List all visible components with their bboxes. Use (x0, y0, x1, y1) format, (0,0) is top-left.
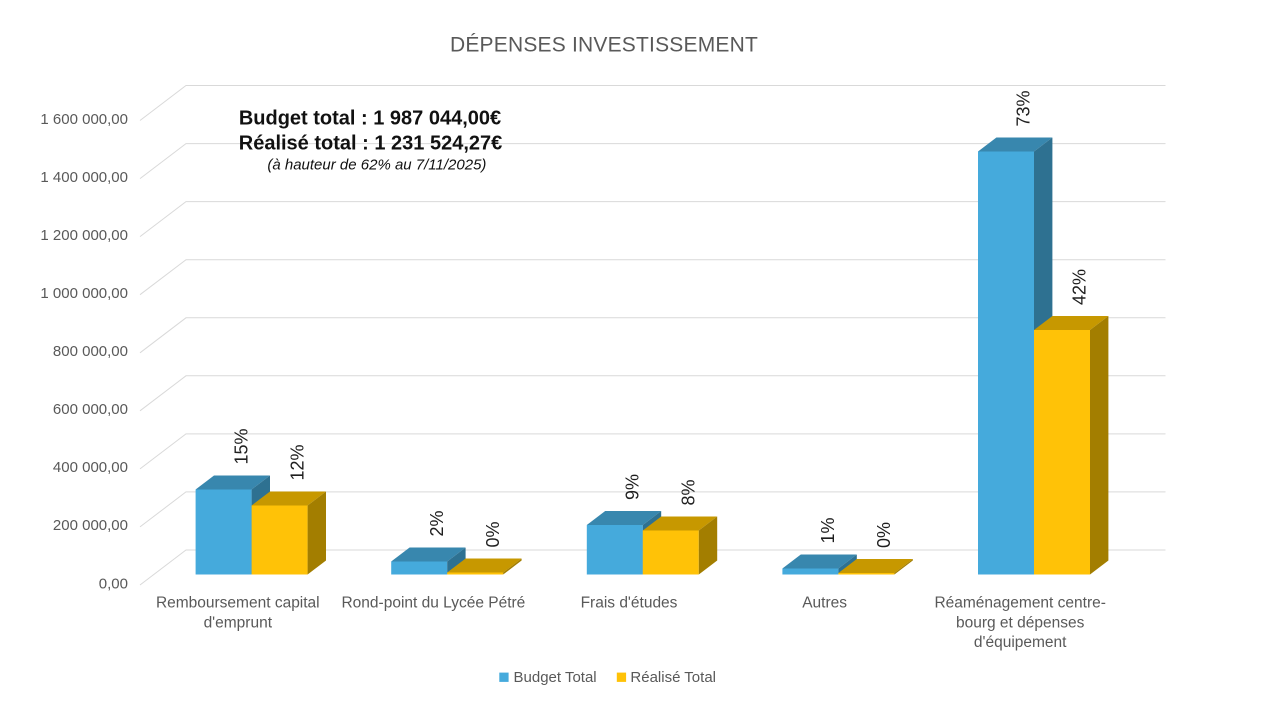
svg-text:0%: 0% (874, 522, 894, 548)
svg-text:1 000 000,00: 1 000 000,00 (40, 285, 128, 302)
svg-text:42%: 42% (1070, 269, 1090, 305)
svg-text:Frais d'études: Frais d'études (581, 595, 678, 612)
svg-text:12%: 12% (287, 444, 307, 480)
svg-text:Remboursement capital: Remboursement capital (156, 595, 320, 612)
svg-text:0,00: 0,00 (99, 575, 128, 592)
svg-text:Rond-point du Lycée Pétré: Rond-point du Lycée Pétré (341, 595, 525, 612)
svg-text:1 400 000,00: 1 400 000,00 (40, 169, 128, 186)
svg-text:15%: 15% (231, 428, 251, 464)
svg-text:(à hauteur de 62% au 7/11/2025: (à hauteur de 62% au 7/11/2025) (267, 157, 486, 174)
svg-text:DÉPENSES INVESTISSEMENT: DÉPENSES INVESTISSEMENT (450, 34, 758, 57)
svg-text:d'emprunt: d'emprunt (204, 614, 273, 631)
svg-text:Budget Total: Budget Total (514, 669, 597, 686)
svg-text:Réalisé Total: Réalisé Total (630, 669, 716, 686)
svg-text:1 600 000,00: 1 600 000,00 (40, 111, 128, 128)
svg-text:8%: 8% (679, 479, 699, 505)
svg-text:1%: 1% (818, 517, 838, 543)
svg-text:Réaménagement centre-: Réaménagement centre- (934, 595, 1105, 612)
svg-text:0%: 0% (483, 521, 503, 547)
svg-text:Autres: Autres (802, 595, 847, 612)
svg-text:400 000,00: 400 000,00 (53, 459, 128, 476)
svg-text:1 200 000,00: 1 200 000,00 (40, 227, 128, 244)
svg-text:2%: 2% (427, 510, 447, 536)
svg-text:600 000,00: 600 000,00 (53, 401, 128, 418)
svg-text:bourg et dépenses: bourg et dépenses (956, 614, 1085, 631)
svg-text:200 000,00: 200 000,00 (53, 517, 128, 534)
svg-text:73%: 73% (1014, 90, 1034, 126)
svg-text:Budget total : 1 987 044,00€: Budget total : 1 987 044,00€ (239, 108, 501, 130)
svg-text:d'équipement: d'équipement (974, 634, 1067, 651)
svg-text:9%: 9% (623, 474, 643, 500)
svg-text:Réalisé total : 1 231 524,27€: Réalisé total : 1 231 524,27€ (239, 132, 503, 154)
svg-text:800 000,00: 800 000,00 (53, 343, 128, 360)
